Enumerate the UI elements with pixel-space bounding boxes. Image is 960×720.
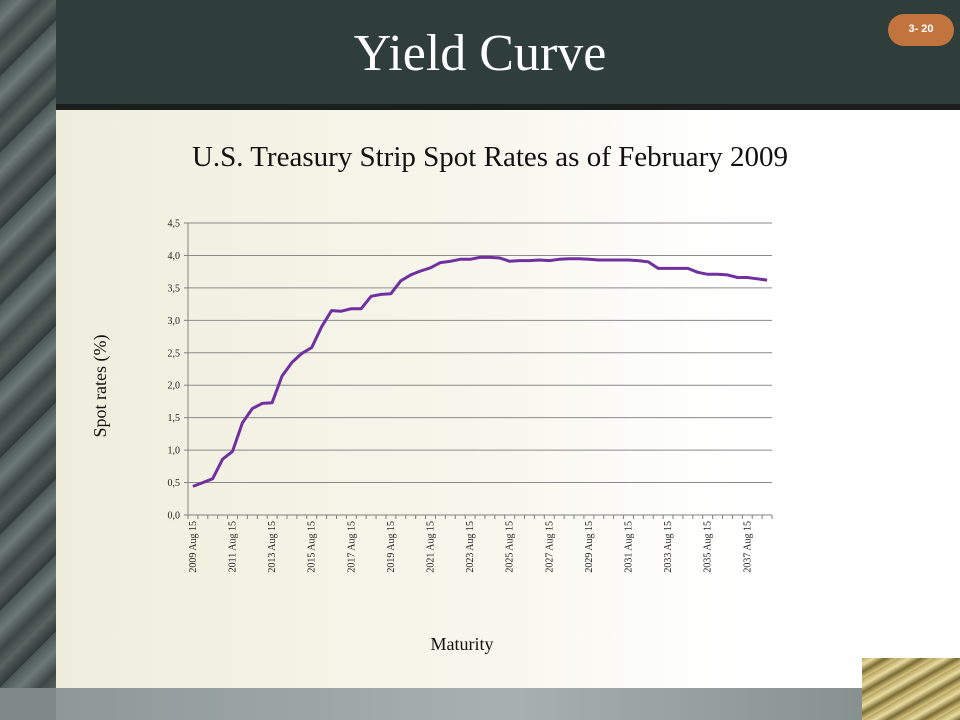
x-tick-label: 2033 Aug 15 <box>663 521 674 573</box>
y-tick-label: 3,0 <box>168 316 181 327</box>
x-tick-label: 2027 Aug 15 <box>544 521 555 573</box>
chart-title: U.S. Treasury Strip Spot Rates as of Feb… <box>192 141 788 173</box>
y-tick-label: 2,0 <box>168 381 181 392</box>
y-tick-label: 1,5 <box>168 413 181 424</box>
decorative-bottom-bar <box>56 688 960 720</box>
y-tick-label: 4,5 <box>168 219 181 230</box>
slide-content-area <box>56 110 960 688</box>
y-tick-label: 0,5 <box>168 478 181 489</box>
x-axis-label: Maturity <box>431 634 494 654</box>
x-tick-label: 2029 Aug 15 <box>584 521 595 573</box>
y-tick-label: 3,5 <box>168 283 181 294</box>
x-tick-label: 2037 Aug 15 <box>742 521 753 573</box>
decorative-left-bottom <box>0 688 56 720</box>
header-divider <box>56 104 960 110</box>
y-axis-ticks: 0,0 0,5 1,0 1,5 2,0 2,5 3,0 3,5 4,0 4,5 <box>168 219 188 522</box>
y-tick-label: 2,5 <box>168 348 181 359</box>
x-axis-ticks: 2009 Aug 15 2011 Aug 15 2013 Aug 15 2015 Au… <box>187 515 773 573</box>
x-tick-label: 2019 Aug 15 <box>386 521 397 573</box>
x-tick-label: 2023 Aug 15 <box>465 521 476 573</box>
y-axis-label: Spot rates (%) <box>90 335 111 438</box>
slide-title: Yield Curve <box>353 25 607 82</box>
y-tick-label: 4,0 <box>168 251 181 262</box>
y-tick-label: 1,0 <box>168 446 181 457</box>
x-tick-label: 2013 Aug 15 <box>267 521 278 573</box>
x-tick-label: 2025 Aug 15 <box>505 521 516 573</box>
slide-number-badge: 3- 20 <box>888 14 954 46</box>
spot-rate-line <box>192 255 768 488</box>
x-tick-label: 2015 Aug 15 <box>307 521 318 573</box>
corner-decoration <box>862 658 960 720</box>
x-tick-label: 2011 Aug 15 <box>228 521 239 572</box>
x-tick-label: 2017 Aug 15 <box>346 521 357 573</box>
x-tick-label: 2031 Aug 15 <box>623 521 634 573</box>
x-tick-label: 2009 Aug 15 <box>188 521 199 573</box>
chart-series <box>192 255 768 488</box>
chart-gridlines <box>188 222 772 484</box>
slide-header <box>56 0 960 104</box>
x-tick-label: 2021 Aug 15 <box>426 521 437 573</box>
x-tick-label: 2035 Aug 15 <box>703 521 714 573</box>
y-tick-label: 0,0 <box>168 511 181 522</box>
decorative-left-strip <box>0 0 56 720</box>
